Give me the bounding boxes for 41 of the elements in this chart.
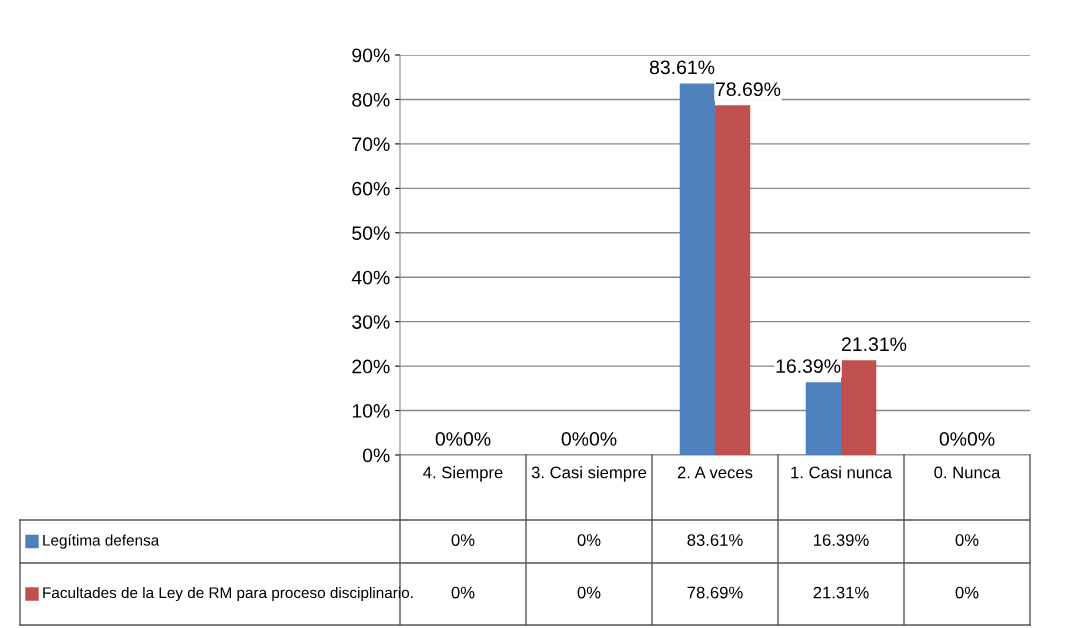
data-label: 16.39% bbox=[814, 534, 869, 546]
text: 0% bbox=[939, 432, 967, 446]
bar bbox=[715, 105, 751, 455]
y-tick-label: 10% bbox=[352, 404, 390, 418]
bar bbox=[805, 382, 841, 455]
data-label: 0% bbox=[955, 534, 979, 546]
data-label: 83.61% bbox=[687, 534, 743, 546]
text: 0% bbox=[967, 432, 995, 446]
x-tick-label: 0. Nunca bbox=[934, 466, 1001, 479]
text: 0% bbox=[435, 432, 463, 446]
text: 16.39% bbox=[776, 359, 841, 373]
y-tick-label: 40% bbox=[351, 270, 390, 285]
text: 0% bbox=[561, 432, 589, 446]
bar bbox=[841, 360, 877, 455]
y-tick-label: 0% bbox=[362, 448, 390, 463]
y-tick-label: 50% bbox=[352, 226, 390, 241]
y-tick-label: 20% bbox=[352, 359, 390, 374]
y-tick-label: 70% bbox=[352, 137, 390, 152]
x-tick-label: 4. Siempre bbox=[423, 466, 503, 482]
data-label: 0% bbox=[577, 534, 601, 546]
text: 78.69% bbox=[716, 82, 781, 97]
data-label: 21.31% bbox=[813, 586, 869, 599]
x-tick-label: 1. Casi nunca bbox=[791, 466, 892, 479]
y-tick-label: 30% bbox=[352, 315, 390, 329]
data-label: 0% bbox=[955, 586, 979, 599]
data-label: 0% bbox=[451, 586, 475, 599]
text: 21.31% bbox=[841, 337, 907, 352]
x-tick-label: 2. A veces bbox=[677, 466, 753, 479]
bar bbox=[679, 83, 715, 455]
legend-label: Legítima defensa bbox=[43, 534, 160, 549]
text: 0% bbox=[589, 432, 617, 446]
data-label: 78.69% bbox=[687, 586, 743, 599]
data-label: 0% bbox=[451, 534, 475, 546]
legend-label: Facultades de la Ley de RM para proceso disciplinario. bbox=[43, 586, 413, 602]
text: 83.61% bbox=[649, 60, 715, 75]
y-tick-label: 80% bbox=[352, 92, 390, 107]
x-tick-label: 3. Casi siempre bbox=[531, 466, 647, 482]
y-tick-label: 90% bbox=[352, 48, 390, 63]
text: 0% bbox=[463, 432, 491, 446]
y-tick-label: 60% bbox=[352, 181, 390, 196]
data-label: 0% bbox=[577, 586, 601, 599]
